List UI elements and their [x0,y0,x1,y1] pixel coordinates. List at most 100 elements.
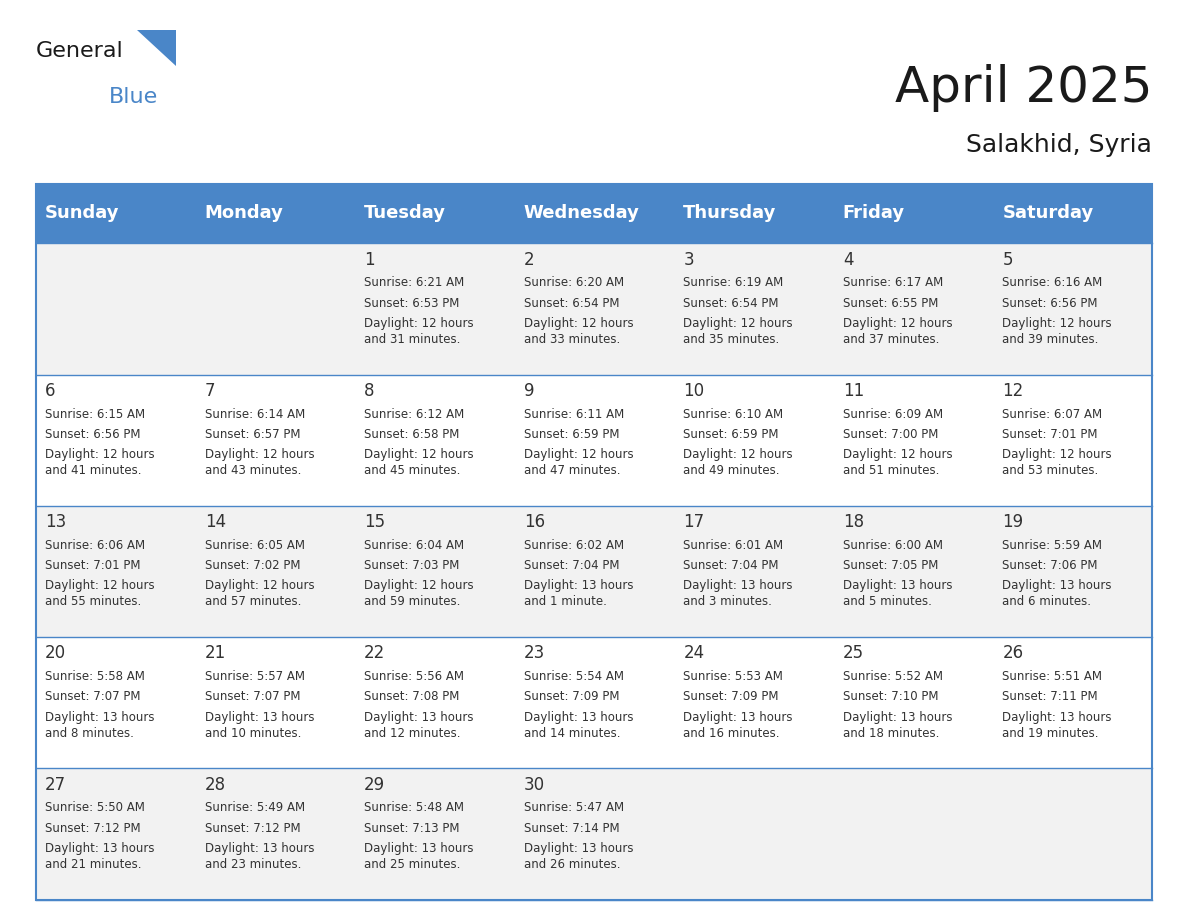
Text: Sunset: 6:54 PM: Sunset: 6:54 PM [524,297,619,309]
Text: Daylight: 13 hours
and 8 minutes.: Daylight: 13 hours and 8 minutes. [45,711,154,740]
Text: 6: 6 [45,382,56,400]
Text: Thursday: Thursday [683,205,777,222]
Bar [36,184,1152,243]
Text: Friday: Friday [842,205,905,222]
Text: Daylight: 13 hours
and 10 minutes.: Daylight: 13 hours and 10 minutes. [204,711,314,740]
Text: Sunset: 7:04 PM: Sunset: 7:04 PM [524,559,619,572]
Text: Sunset: 7:13 PM: Sunset: 7:13 PM [365,822,460,834]
Text: Sunrise: 6:17 AM: Sunrise: 6:17 AM [842,276,943,289]
Text: Sunrise: 5:57 AM: Sunrise: 5:57 AM [204,670,304,683]
Text: Daylight: 13 hours
and 16 minutes.: Daylight: 13 hours and 16 minutes. [683,711,792,740]
Text: Daylight: 12 hours
and 33 minutes.: Daylight: 12 hours and 33 minutes. [524,317,633,346]
Text: Daylight: 13 hours
and 14 minutes.: Daylight: 13 hours and 14 minutes. [524,711,633,740]
Text: Daylight: 12 hours
and 59 minutes.: Daylight: 12 hours and 59 minutes. [365,579,474,609]
Text: Sunset: 7:10 PM: Sunset: 7:10 PM [842,690,939,703]
Text: 20: 20 [45,644,67,663]
Text: Sunrise: 6:04 AM: Sunrise: 6:04 AM [365,539,465,552]
Text: Sunrise: 6:05 AM: Sunrise: 6:05 AM [204,539,304,552]
Text: Sunset: 7:03 PM: Sunset: 7:03 PM [365,559,460,572]
Text: Sunset: 7:07 PM: Sunset: 7:07 PM [204,690,301,703]
Text: Sunset: 7:11 PM: Sunset: 7:11 PM [1003,690,1098,703]
Text: 7: 7 [204,382,215,400]
Text: Sunrise: 6:20 AM: Sunrise: 6:20 AM [524,276,624,289]
Text: Daylight: 12 hours
and 43 minutes.: Daylight: 12 hours and 43 minutes. [204,448,315,477]
Text: Daylight: 13 hours
and 1 minute.: Daylight: 13 hours and 1 minute. [524,579,633,609]
Text: 12: 12 [1003,382,1024,400]
Text: 24: 24 [683,644,704,663]
Text: Sunrise: 6:11 AM: Sunrise: 6:11 AM [524,408,624,420]
Text: Daylight: 12 hours
and 47 minutes.: Daylight: 12 hours and 47 minutes. [524,448,633,477]
Text: Sunset: 7:12 PM: Sunset: 7:12 PM [204,822,301,834]
Text: Monday: Monday [204,205,284,222]
Bar [36,375,1152,506]
Text: Sunset: 6:57 PM: Sunset: 6:57 PM [204,428,301,441]
Text: 8: 8 [365,382,374,400]
Bar [36,243,1152,375]
Text: Sunrise: 5:58 AM: Sunrise: 5:58 AM [45,670,145,683]
Text: Daylight: 12 hours
and 31 minutes.: Daylight: 12 hours and 31 minutes. [365,317,474,346]
Text: Sunrise: 5:51 AM: Sunrise: 5:51 AM [1003,670,1102,683]
Text: Sunset: 7:02 PM: Sunset: 7:02 PM [204,559,301,572]
Text: Sunrise: 5:49 AM: Sunrise: 5:49 AM [204,801,305,814]
Text: Sunset: 6:59 PM: Sunset: 6:59 PM [683,428,779,441]
Text: Sunrise: 5:48 AM: Sunrise: 5:48 AM [365,801,465,814]
Text: 30: 30 [524,776,545,794]
Text: 3: 3 [683,251,694,269]
Text: Sunrise: 6:07 AM: Sunrise: 6:07 AM [1003,408,1102,420]
Text: Sunrise: 6:12 AM: Sunrise: 6:12 AM [365,408,465,420]
Text: 10: 10 [683,382,704,400]
Text: Sunrise: 6:09 AM: Sunrise: 6:09 AM [842,408,943,420]
Text: Daylight: 13 hours
and 23 minutes.: Daylight: 13 hours and 23 minutes. [204,842,314,871]
Text: Daylight: 13 hours
and 12 minutes.: Daylight: 13 hours and 12 minutes. [365,711,474,740]
Text: 1: 1 [365,251,375,269]
Text: Sunset: 7:05 PM: Sunset: 7:05 PM [842,559,939,572]
Text: Sunset: 6:53 PM: Sunset: 6:53 PM [365,297,460,309]
Text: Daylight: 13 hours
and 3 minutes.: Daylight: 13 hours and 3 minutes. [683,579,792,609]
Text: Sunrise: 6:14 AM: Sunrise: 6:14 AM [204,408,305,420]
Text: Daylight: 12 hours
and 45 minutes.: Daylight: 12 hours and 45 minutes. [365,448,474,477]
Text: Daylight: 12 hours
and 37 minutes.: Daylight: 12 hours and 37 minutes. [842,317,953,346]
Text: 14: 14 [204,513,226,532]
Text: 15: 15 [365,513,385,532]
Text: Sunset: 7:09 PM: Sunset: 7:09 PM [683,690,779,703]
Text: 26: 26 [1003,644,1023,663]
Text: Sunrise: 5:53 AM: Sunrise: 5:53 AM [683,670,783,683]
Text: Sunrise: 6:00 AM: Sunrise: 6:00 AM [842,539,943,552]
Text: Tuesday: Tuesday [365,205,447,222]
Text: General: General [36,41,124,62]
Text: 28: 28 [204,776,226,794]
Text: Sunrise: 5:54 AM: Sunrise: 5:54 AM [524,670,624,683]
Text: Sunrise: 5:52 AM: Sunrise: 5:52 AM [842,670,943,683]
Text: Daylight: 13 hours
and 6 minutes.: Daylight: 13 hours and 6 minutes. [1003,579,1112,609]
Polygon shape [137,30,176,66]
Text: 2: 2 [524,251,535,269]
Text: Sunrise: 6:15 AM: Sunrise: 6:15 AM [45,408,145,420]
Text: 16: 16 [524,513,545,532]
Text: Sunset: 7:12 PM: Sunset: 7:12 PM [45,822,140,834]
Bar [36,768,1152,900]
Text: Daylight: 12 hours
and 51 minutes.: Daylight: 12 hours and 51 minutes. [842,448,953,477]
Text: Sunrise: 6:21 AM: Sunrise: 6:21 AM [365,276,465,289]
Bar [36,637,1152,768]
Text: 23: 23 [524,644,545,663]
Text: 9: 9 [524,382,535,400]
Text: 11: 11 [842,382,864,400]
Text: Daylight: 12 hours
and 41 minutes.: Daylight: 12 hours and 41 minutes. [45,448,154,477]
Text: Daylight: 13 hours
and 21 minutes.: Daylight: 13 hours and 21 minutes. [45,842,154,871]
Text: 18: 18 [842,513,864,532]
Text: Sunset: 6:54 PM: Sunset: 6:54 PM [683,297,779,309]
Text: Daylight: 12 hours
and 35 minutes.: Daylight: 12 hours and 35 minutes. [683,317,792,346]
Text: Daylight: 12 hours
and 49 minutes.: Daylight: 12 hours and 49 minutes. [683,448,792,477]
Text: Salakhid, Syria: Salakhid, Syria [967,133,1152,157]
Text: Daylight: 13 hours
and 26 minutes.: Daylight: 13 hours and 26 minutes. [524,842,633,871]
Text: Sunrise: 5:56 AM: Sunrise: 5:56 AM [365,670,465,683]
Text: Daylight: 13 hours
and 18 minutes.: Daylight: 13 hours and 18 minutes. [842,711,953,740]
Bar [36,184,1152,900]
Text: Sunrise: 6:01 AM: Sunrise: 6:01 AM [683,539,783,552]
Text: Sunset: 6:56 PM: Sunset: 6:56 PM [45,428,140,441]
Text: Sunset: 7:06 PM: Sunset: 7:06 PM [1003,559,1098,572]
Text: Sunrise: 6:06 AM: Sunrise: 6:06 AM [45,539,145,552]
Text: 22: 22 [365,644,385,663]
Text: 17: 17 [683,513,704,532]
Text: 25: 25 [842,644,864,663]
